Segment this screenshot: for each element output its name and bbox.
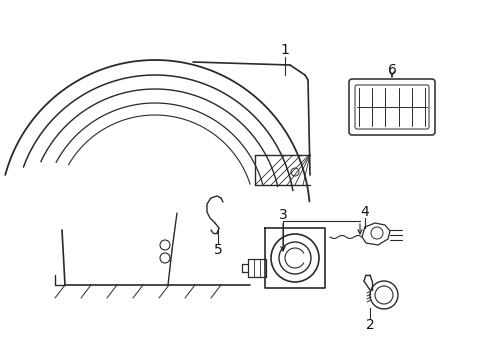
Text: 5: 5: [213, 243, 222, 257]
Text: 2: 2: [365, 318, 374, 332]
Text: 6: 6: [387, 63, 396, 77]
Text: 4: 4: [360, 205, 368, 219]
Text: 3: 3: [278, 208, 287, 222]
Text: 1: 1: [280, 43, 289, 57]
